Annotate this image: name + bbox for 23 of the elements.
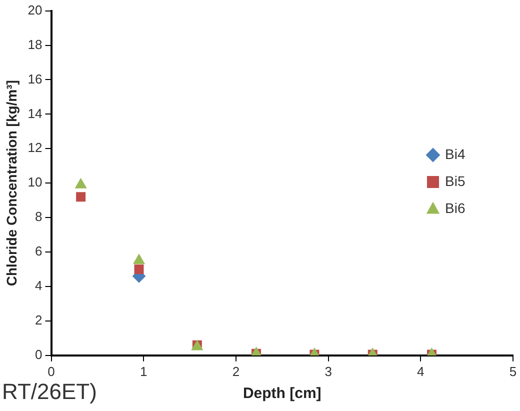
y-axis-title: Chloride Concentration [kg/m³] [3, 80, 20, 286]
y-tick-label: 2 [35, 312, 42, 328]
legend-label: Bi6 [445, 200, 466, 216]
legend-label: Bi5 [445, 172, 466, 189]
y-tick-label: 6 [35, 244, 42, 259]
x-tick-label: 4 [417, 364, 424, 379]
x-tick-label: 3 [324, 364, 332, 379]
y-tick-label: 12 [28, 140, 42, 156]
legend-label: Bi4 [445, 146, 466, 162]
x-tick-label: 5 [509, 364, 517, 379]
y-tick-label: 10 [28, 174, 42, 190]
x-tick-label: 0 [48, 364, 55, 379]
x-tick-label: 2 [232, 364, 240, 379]
y-tick-label: 16 [28, 71, 42, 86]
x-tick-label: 1 [140, 364, 148, 379]
text: RT/26ET) [2, 379, 97, 404]
x-axis-title: Depth [cm] [242, 385, 322, 402]
y-tick-label: 0 [35, 346, 42, 362]
y-tick-label: 4 [35, 278, 42, 294]
y-tick-label: 14 [28, 106, 42, 121]
y-tick-label: 20 [28, 2, 42, 18]
y-tick-label: 18 [28, 36, 42, 52]
y-tick-label: 8 [35, 209, 42, 224]
